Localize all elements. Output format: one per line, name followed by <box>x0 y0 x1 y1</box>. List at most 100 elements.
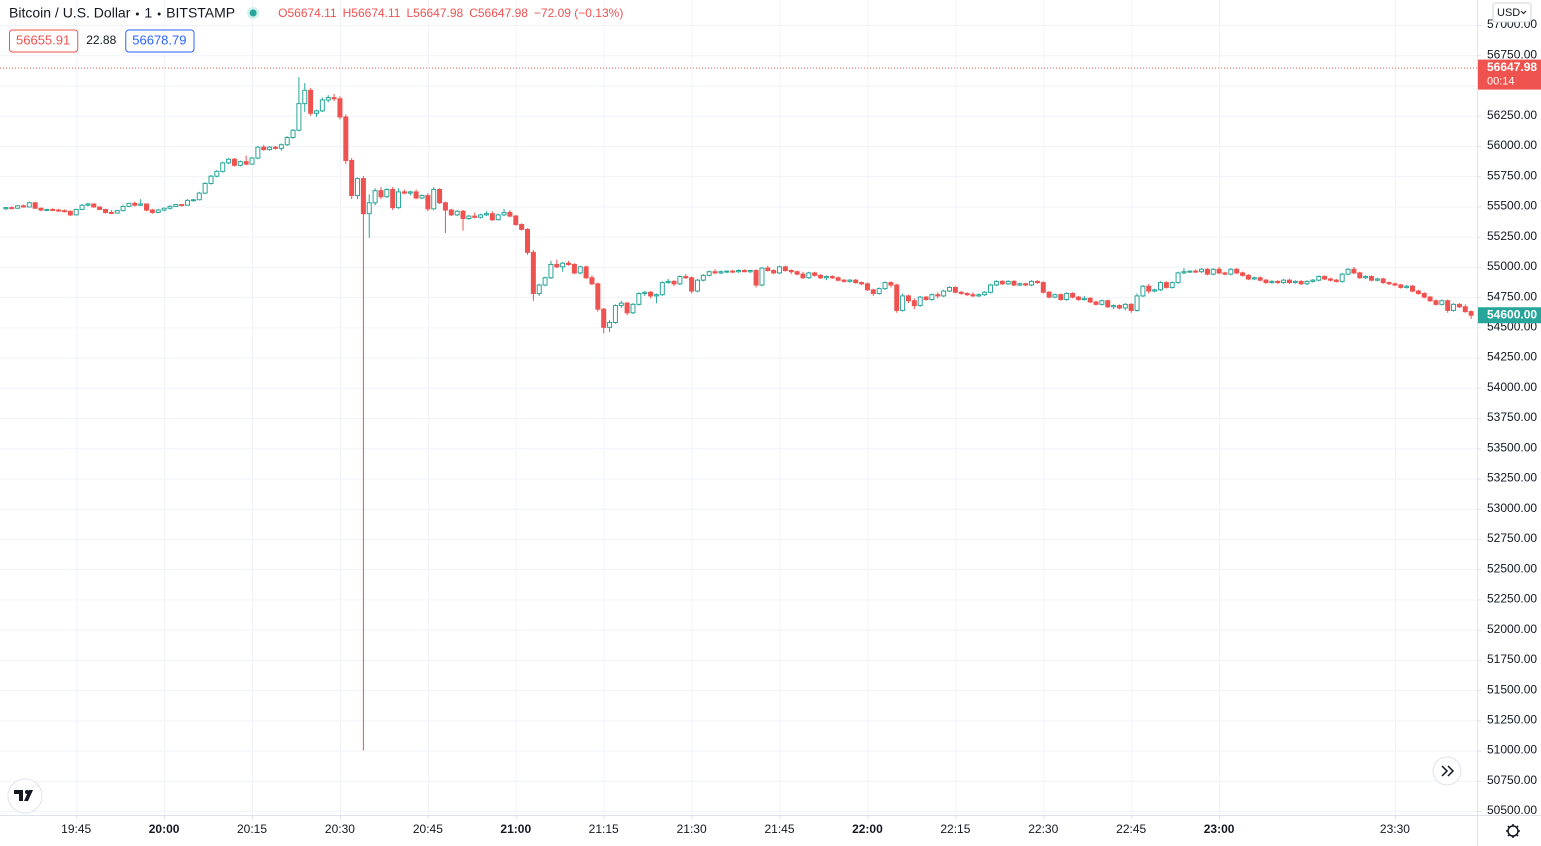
ask-price: 56678.79 <box>132 32 186 47</box>
candle-body <box>718 271 724 274</box>
candle-body <box>1193 270 1199 273</box>
candle-body <box>736 269 741 273</box>
candle-body <box>1040 282 1046 293</box>
candle-body <box>15 205 21 209</box>
candle-body <box>237 161 243 166</box>
tv-logo[interactable] <box>7 778 43 814</box>
candle-body <box>864 283 870 291</box>
candle-body <box>79 204 85 210</box>
ohlc-value: C56647.98 <box>469 6 528 20</box>
candle-body <box>747 269 753 273</box>
bid-price[interactable]: 56655.91 <box>16 32 70 47</box>
candle-body <box>337 98 343 118</box>
candle-body <box>630 303 636 314</box>
candle-body <box>618 302 624 307</box>
candle-body <box>1140 285 1146 297</box>
candle-body <box>360 178 366 215</box>
candle-body <box>3 207 9 210</box>
candle-body <box>782 266 788 271</box>
currency[interactable]: USD <box>1497 7 1520 19</box>
y-tick-label: 55750.00 <box>1487 168 1537 182</box>
chevron <box>1520 10 1527 15</box>
y-tick-label: 55250.00 <box>1487 229 1537 243</box>
candle-body <box>1093 301 1099 305</box>
x-tick-label: 23:30 <box>1380 822 1410 836</box>
scroll-right[interactable] <box>1432 756 1462 786</box>
candle-body <box>355 178 361 197</box>
x-tick-label: 20:15 <box>237 822 267 836</box>
candle-body <box>1181 271 1187 274</box>
candle-body <box>1199 268 1205 273</box>
candles <box>0 67 1477 751</box>
candle-body <box>1468 311 1474 316</box>
candle-body <box>1251 277 1257 280</box>
candle-body <box>1415 290 1421 294</box>
price-label: 54600.00 <box>1487 307 1537 321</box>
y-tick-label: 54750.00 <box>1487 289 1537 303</box>
candle-body <box>501 211 507 216</box>
buy-box[interactable] <box>125 29 195 53</box>
candle-body <box>1116 305 1122 309</box>
currency-button[interactable]: USD <box>1492 2 1532 23</box>
candle-body <box>607 321 613 328</box>
candle-body <box>583 266 589 279</box>
candle-body <box>548 263 554 279</box>
candle-body <box>1163 282 1169 288</box>
candle-body <box>61 210 67 213</box>
candle-body <box>56 209 62 212</box>
candle-body <box>1433 300 1439 305</box>
candle-body <box>671 280 677 285</box>
candle-body <box>993 280 999 286</box>
candle-body <box>853 279 859 284</box>
candle-body <box>1298 280 1304 285</box>
candle-body <box>396 191 402 209</box>
candle-body <box>243 161 249 165</box>
candle-body <box>267 146 273 151</box>
candle-body <box>108 211 114 214</box>
candle-body <box>694 279 700 292</box>
y-tick-label: 55500.00 <box>1487 199 1537 213</box>
logo-frame[interactable] <box>7 778 43 814</box>
candle-body <box>44 208 50 211</box>
candle-body <box>155 209 161 213</box>
candle-body <box>947 286 952 292</box>
y-tick-label: 51500.00 <box>1487 682 1537 696</box>
candle-body <box>1427 296 1433 302</box>
candle-body <box>1204 268 1210 275</box>
candle-body <box>636 292 642 305</box>
candle-body <box>202 182 208 194</box>
y-tick-label: 51000.00 <box>1487 743 1537 757</box>
currency-button-frame[interactable] <box>1492 2 1532 23</box>
candle-body <box>149 209 155 213</box>
candle-body <box>1105 300 1111 308</box>
candle-body <box>1046 291 1052 298</box>
candle-body <box>249 157 255 165</box>
x-tick-label: 20:45 <box>413 822 443 836</box>
candle-body <box>1029 280 1035 286</box>
x-tick-label: 22:45 <box>1116 822 1146 836</box>
candle-body <box>167 205 173 209</box>
settings[interactable] <box>1506 824 1520 838</box>
candle-body <box>220 162 226 172</box>
candle-body <box>308 89 314 114</box>
market-status-dot <box>249 9 257 17</box>
candle-body <box>1281 279 1287 284</box>
sell-box[interactable] <box>9 29 79 53</box>
candle-body <box>489 213 495 221</box>
candle-body <box>190 199 196 202</box>
candle-body <box>32 202 38 209</box>
price-axis <box>1477 0 1541 846</box>
candle-body <box>964 292 970 296</box>
candle-body <box>536 284 542 294</box>
price-label-box <box>1478 59 1541 90</box>
logo-dot <box>25 790 29 794</box>
candle-body <box>226 158 232 164</box>
candle-body <box>847 279 853 282</box>
candle-body <box>1228 268 1234 275</box>
candle-body <box>67 210 73 216</box>
candle-body <box>741 269 747 273</box>
candle-body <box>566 262 572 265</box>
candle-body <box>1011 280 1017 286</box>
candle-body <box>859 282 865 285</box>
